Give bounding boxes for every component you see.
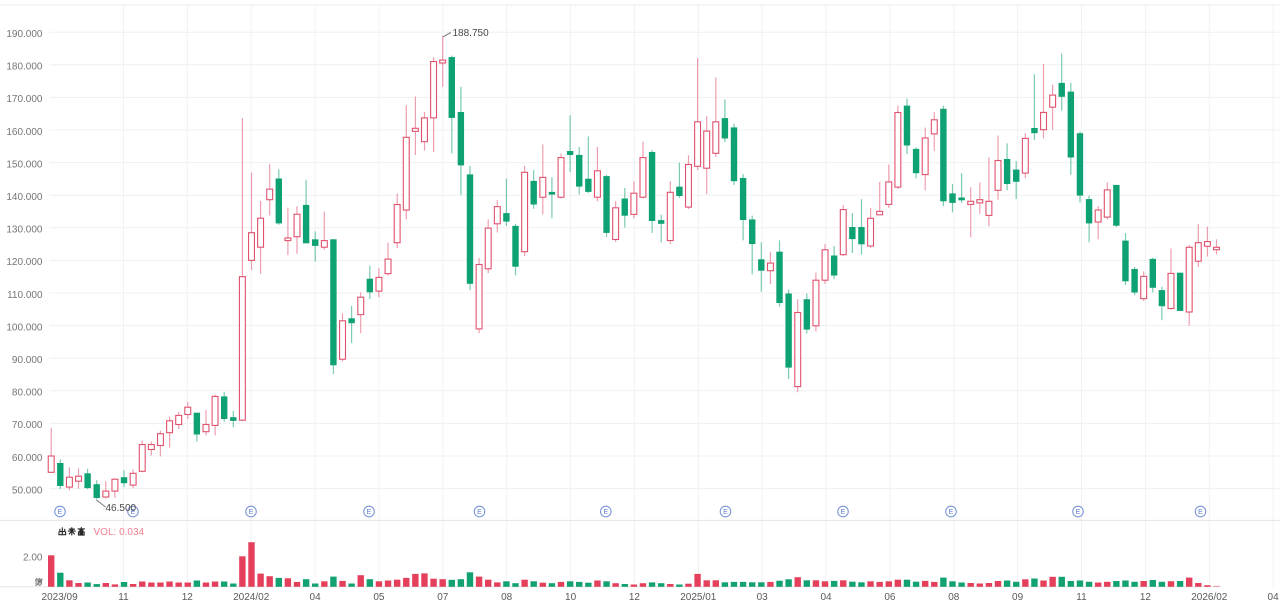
svg-text:60.000: 60.000 — [12, 453, 43, 464]
svg-text:110.000: 110.000 — [7, 290, 43, 301]
svg-text:07: 07 — [437, 592, 449, 603]
svg-text:04: 04 — [1268, 592, 1280, 603]
svg-text:130.000: 130.000 — [6, 225, 43, 236]
svg-text:190.000: 190.000 — [6, 29, 43, 40]
svg-text:E: E — [1076, 509, 1081, 516]
svg-text:2026/02: 2026/02 — [1191, 592, 1228, 603]
svg-text:11: 11 — [118, 592, 129, 603]
svg-text:170.000: 170.000 — [6, 94, 43, 105]
svg-text:46.500: 46.500 — [106, 503, 137, 514]
svg-text:10: 10 — [565, 592, 577, 603]
svg-text:180.000: 180.000 — [6, 62, 43, 73]
svg-text:160.000: 160.000 — [6, 127, 43, 138]
svg-text:09: 09 — [1012, 592, 1024, 603]
svg-text:50.000: 50.000 — [12, 485, 43, 496]
svg-text:03: 03 — [757, 592, 769, 603]
svg-text:08: 08 — [948, 592, 960, 603]
svg-text:150.000: 150.000 — [6, 159, 43, 170]
svg-text:11: 11 — [1076, 592, 1087, 603]
svg-text:04: 04 — [310, 592, 322, 603]
svg-text:E: E — [131, 509, 136, 516]
svg-text:80.000: 80.000 — [12, 388, 43, 399]
svg-text:2024/02: 2024/02 — [233, 592, 270, 603]
svg-text:12: 12 — [629, 592, 641, 603]
svg-text:140.000: 140.000 — [6, 192, 43, 203]
svg-text:E: E — [723, 509, 728, 516]
svg-text:70.000: 70.000 — [12, 420, 43, 431]
svg-text:E: E — [58, 509, 63, 516]
svg-text:188.750: 188.750 — [453, 28, 490, 39]
svg-text:E: E — [249, 509, 254, 516]
svg-text:06: 06 — [884, 592, 896, 603]
svg-text:04: 04 — [820, 592, 832, 603]
svg-text:2.00: 2.00 — [23, 553, 43, 564]
svg-text:E: E — [367, 509, 372, 516]
svg-text:2023/09: 2023/09 — [42, 592, 79, 603]
svg-text:05: 05 — [373, 592, 385, 603]
svg-text:E: E — [603, 509, 608, 516]
svg-text:90.000: 90.000 — [12, 355, 43, 366]
svg-text:E: E — [949, 509, 954, 516]
svg-text:12: 12 — [182, 592, 194, 603]
svg-text:120.000: 120.000 — [6, 257, 43, 268]
svg-text:E: E — [841, 509, 846, 516]
svg-text:100.000: 100.000 — [6, 322, 43, 333]
svg-text:08: 08 — [501, 592, 513, 603]
svg-text:12: 12 — [1140, 592, 1152, 603]
svg-text:2025/01: 2025/01 — [680, 592, 717, 603]
svg-text:E: E — [477, 509, 482, 516]
svg-text:VOL: 0.034: VOL: 0.034 — [94, 527, 145, 538]
svg-text:E: E — [1198, 509, 1203, 516]
